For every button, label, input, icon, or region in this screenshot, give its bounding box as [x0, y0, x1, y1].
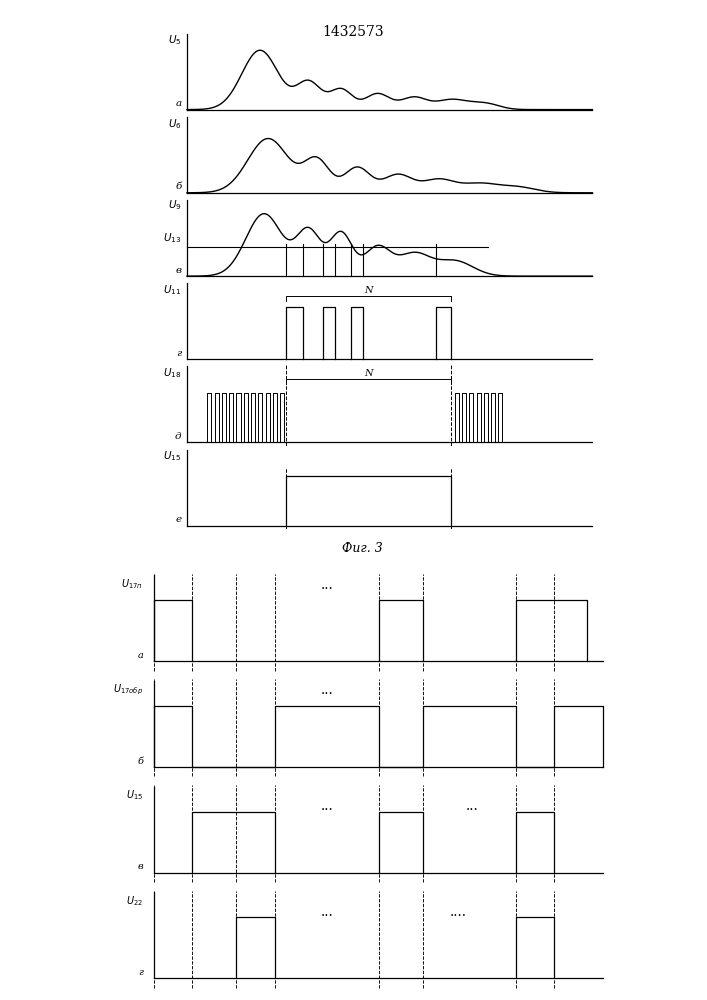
Text: Фиг. 3: Фиг. 3: [342, 542, 382, 555]
Text: 1432573: 1432573: [322, 25, 385, 39]
Text: ...: ...: [465, 799, 479, 813]
Text: а: а: [175, 99, 182, 108]
Text: б: б: [175, 182, 182, 191]
Text: ...: ...: [320, 683, 333, 697]
Text: б: б: [137, 757, 144, 766]
Text: $U_{13}$: $U_{13}$: [163, 231, 182, 245]
Text: $U_5$: $U_5$: [168, 34, 182, 47]
Text: $U_9$: $U_9$: [168, 198, 182, 212]
Text: $U_6$: $U_6$: [168, 117, 182, 131]
Text: $U_{18}$: $U_{18}$: [163, 366, 182, 380]
Text: ...: ...: [320, 905, 333, 919]
Text: N: N: [364, 286, 373, 295]
Text: $U_{17п}$: $U_{17п}$: [121, 577, 144, 591]
Text: г: г: [139, 968, 144, 977]
Text: а: а: [137, 651, 144, 660]
Text: ....: ....: [450, 905, 467, 919]
Text: $U_{22}$: $U_{22}$: [126, 894, 144, 908]
Text: ...: ...: [320, 578, 333, 592]
Text: N: N: [364, 369, 373, 378]
Text: $U_{11}$: $U_{11}$: [163, 283, 182, 297]
Text: ...: ...: [320, 799, 333, 813]
Text: г: г: [176, 349, 182, 358]
Text: в: в: [138, 862, 144, 871]
Text: $U_{17обр}$: $U_{17обр}$: [113, 683, 144, 697]
Text: $U_{15}$: $U_{15}$: [126, 788, 144, 802]
Text: $U_{15}$: $U_{15}$: [163, 450, 182, 463]
Text: в: в: [175, 266, 182, 275]
Text: д: д: [175, 432, 182, 441]
Text: е: е: [175, 515, 182, 524]
